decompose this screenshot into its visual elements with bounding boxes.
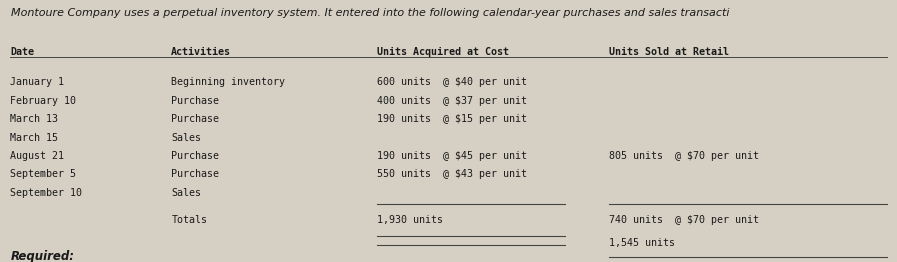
Text: 1,545 units: 1,545 units [609,238,675,248]
Text: Sales: Sales [171,188,201,198]
Text: 190 units  @ $15 per unit: 190 units @ $15 per unit [377,114,527,124]
Text: 190 units  @ $45 per unit: 190 units @ $45 per unit [377,151,527,161]
Text: Beginning inventory: Beginning inventory [171,77,285,87]
Text: Totals: Totals [171,215,207,225]
Text: August 21: August 21 [11,151,65,161]
Text: 740 units  @ $70 per unit: 740 units @ $70 per unit [609,215,760,225]
Text: Date: Date [11,47,34,57]
Text: Purchase: Purchase [171,96,219,106]
Text: September 5: September 5 [11,169,76,179]
Text: February 10: February 10 [11,96,76,106]
Text: Sales: Sales [171,133,201,143]
Text: 550 units  @ $43 per unit: 550 units @ $43 per unit [377,169,527,179]
Text: March 15: March 15 [11,133,58,143]
Text: 805 units  @ $70 per unit: 805 units @ $70 per unit [609,151,760,161]
Text: January 1: January 1 [11,77,65,87]
Text: Activities: Activities [171,47,231,57]
Text: Purchase: Purchase [171,169,219,179]
Text: 600 units  @ $40 per unit: 600 units @ $40 per unit [377,77,527,87]
Text: Units Sold at Retail: Units Sold at Retail [609,47,729,57]
Text: Required:: Required: [11,250,74,262]
Text: Purchase: Purchase [171,151,219,161]
Text: September 10: September 10 [11,188,83,198]
Text: 400 units  @ $37 per unit: 400 units @ $37 per unit [377,96,527,106]
Text: 1,930 units: 1,930 units [377,215,443,225]
Text: Units Acquired at Cost: Units Acquired at Cost [377,47,509,57]
Text: Purchase: Purchase [171,114,219,124]
Text: March 13: March 13 [11,114,58,124]
Text: Montoure Company uses a perpetual inventory system. It entered into the followin: Montoure Company uses a perpetual invent… [11,8,729,18]
